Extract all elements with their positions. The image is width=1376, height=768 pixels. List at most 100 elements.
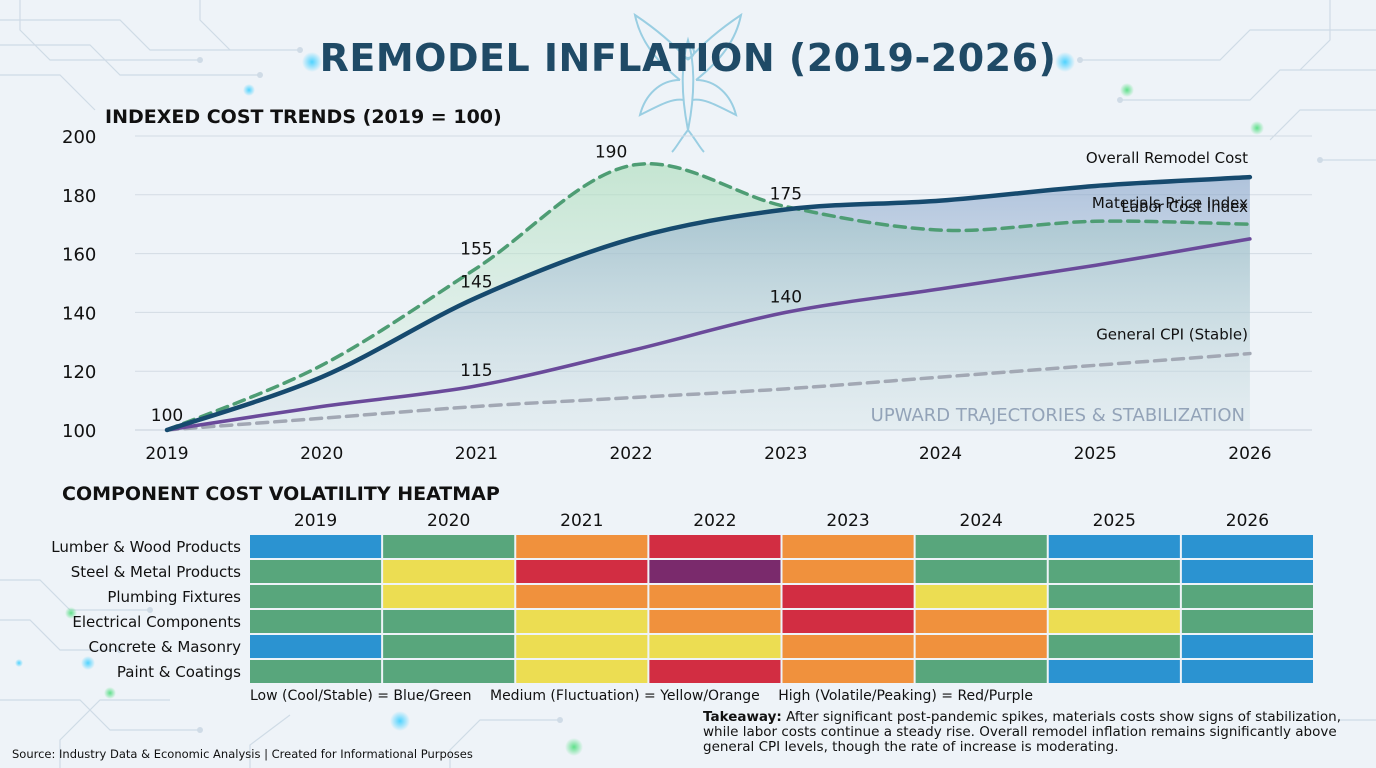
legend-high: High (Volatile/Peaking) = Red/Purple bbox=[778, 688, 1033, 704]
heatmap-cell bbox=[1181, 635, 1313, 658]
y-tick-label: 100 bbox=[62, 421, 96, 442]
heatmap-row-label: Lumber & Wood Products bbox=[51, 538, 241, 556]
takeaway-label: Takeaway: bbox=[703, 709, 782, 725]
heatmap-cell bbox=[250, 535, 382, 558]
heatmap-row-label: Paint & Coatings bbox=[117, 663, 241, 681]
y-tick-label: 120 bbox=[62, 362, 96, 383]
heatmap-cell bbox=[250, 660, 382, 683]
heatmap-cell bbox=[250, 610, 382, 633]
heatmap-cell bbox=[649, 660, 781, 683]
heatmap-cell bbox=[915, 535, 1047, 558]
series-line-materials-price-index bbox=[165, 162, 1252, 432]
takeaway-note: Takeaway: After significant post-pandemi… bbox=[703, 710, 1343, 755]
heatmap-cell bbox=[1048, 635, 1180, 658]
heatmap-cell bbox=[1181, 585, 1313, 608]
heatmap-cell bbox=[649, 535, 781, 558]
data-label: 190 bbox=[595, 142, 627, 162]
x-tick-label: 2019 bbox=[145, 444, 188, 464]
data-label: 155 bbox=[460, 239, 492, 259]
heatmap-cell bbox=[516, 560, 648, 583]
heatmap-row-label: Plumbing Fixtures bbox=[107, 588, 241, 606]
heatmap-column-label: 2025 bbox=[1093, 511, 1136, 531]
heatmap-cell bbox=[649, 610, 781, 633]
heatmap-cell bbox=[250, 585, 382, 608]
heatmap-cell bbox=[1048, 560, 1180, 583]
heatmap-cell bbox=[1048, 535, 1180, 558]
data-label: 140 bbox=[770, 287, 802, 307]
heatmap-column-label: 2024 bbox=[960, 511, 1003, 531]
heatmap-title: COMPONENT COST VOLATILITY HEATMAP bbox=[62, 483, 500, 505]
heatmap-legend: Low (Cool/Stable) = Blue/Green Medium (F… bbox=[250, 688, 1047, 704]
x-tick-label: 2022 bbox=[609, 444, 652, 464]
heatmap-cell bbox=[1048, 610, 1180, 633]
heatmap-cell bbox=[1181, 560, 1313, 583]
heatmap-cell bbox=[649, 560, 781, 583]
data-label: 100 bbox=[151, 406, 183, 426]
y-tick-label: 140 bbox=[62, 303, 96, 324]
heatmap-cell bbox=[383, 660, 515, 683]
heatmap-cell bbox=[516, 535, 648, 558]
heatmap-row-label: Concrete & Masonry bbox=[89, 638, 242, 656]
heatmap-cell bbox=[915, 585, 1047, 608]
heatmap-row-label: Steel & Metal Products bbox=[71, 563, 241, 581]
heatmap-cell bbox=[250, 635, 382, 658]
heatmap-column-label: 2021 bbox=[560, 511, 603, 531]
heatmap-column-label: 2022 bbox=[693, 511, 736, 531]
heatmap-cell bbox=[1048, 585, 1180, 608]
x-tick-label: 2020 bbox=[300, 444, 343, 464]
heatmap-column-label: 2023 bbox=[826, 511, 869, 531]
heatmap-column-label: 2019 bbox=[294, 511, 337, 531]
heatmap-cell bbox=[1181, 660, 1313, 683]
overall-area bbox=[167, 177, 1250, 430]
heatmap-cell bbox=[516, 610, 648, 633]
y-tick-label: 200 bbox=[62, 127, 96, 148]
heatmap-column-label: 2026 bbox=[1226, 511, 1269, 531]
series-label-general-cpi-stable: General CPI (Stable) bbox=[1096, 326, 1248, 344]
chart-annotation: UPWARD TRAJECTORIES & STABILIZATION bbox=[871, 405, 1245, 426]
page-title: REMODEL INFLATION (2019-2026) bbox=[319, 36, 1057, 80]
series-line-labor-cost-index bbox=[165, 237, 1252, 432]
heatmap-cell bbox=[1181, 535, 1313, 558]
heatmap-cell bbox=[649, 635, 781, 658]
x-tick-label: 2024 bbox=[919, 444, 962, 464]
indexed-cost-line-chart: 100 120 140 160 180 200 2019 2020 2021 2022 2023 20… bbox=[62, 127, 1312, 464]
y-tick-label: 160 bbox=[62, 245, 96, 266]
heatmap-cell bbox=[250, 560, 382, 583]
heatmap-cell bbox=[782, 610, 914, 633]
heatmap-cell bbox=[915, 560, 1047, 583]
series-label-overall-remodel-cost: Overall Remodel Cost bbox=[1086, 149, 1248, 167]
heatmap-cell bbox=[516, 635, 648, 658]
line-chart-title: INDEXED COST TRENDS (2019 = 100) bbox=[105, 106, 502, 128]
heatmap-column-label: 2020 bbox=[427, 511, 470, 531]
phoenix-logo bbox=[633, 12, 743, 153]
data-label: 115 bbox=[460, 361, 492, 381]
x-tick-label: 2026 bbox=[1228, 444, 1271, 464]
heatmap-cell bbox=[649, 585, 781, 608]
data-label: 175 bbox=[770, 185, 802, 205]
heatmap-row-label: Electrical Components bbox=[72, 613, 241, 631]
series-line-overall-remodel-cost bbox=[164, 174, 1253, 433]
heatmap-cell bbox=[782, 635, 914, 658]
x-tick-label: 2021 bbox=[455, 444, 498, 464]
data-label: 145 bbox=[460, 273, 492, 293]
heatmap-cell bbox=[782, 560, 914, 583]
heatmap-cell bbox=[383, 585, 515, 608]
volatility-heatmap: 2019 2020 2021 2022 2023 2024 2025 2026 Lumber &… bbox=[51, 511, 1313, 683]
heatmap-cell bbox=[1048, 660, 1180, 683]
heatmap-cell bbox=[383, 610, 515, 633]
series-line-general-cpi-stable bbox=[165, 351, 1252, 432]
heatmap-cell bbox=[516, 660, 648, 683]
heatmap-cell bbox=[915, 610, 1047, 633]
heatmap-cell bbox=[915, 635, 1047, 658]
x-tick-label: 2025 bbox=[1074, 444, 1117, 464]
y-tick-label: 180 bbox=[62, 186, 96, 207]
series-label-labor-cost-index: Labor Cost Index bbox=[1121, 198, 1248, 216]
takeaway-text: After significant post-pandemic spikes, … bbox=[703, 709, 1342, 755]
heatmap-cell bbox=[915, 660, 1047, 683]
x-tick-label: 2023 bbox=[764, 444, 807, 464]
heatmap-cell bbox=[383, 635, 515, 658]
legend-medium: Medium (Fluctuation) = Yellow/Orange bbox=[489, 688, 760, 704]
heatmap-cell bbox=[516, 585, 648, 608]
heatmap-cell bbox=[782, 535, 914, 558]
